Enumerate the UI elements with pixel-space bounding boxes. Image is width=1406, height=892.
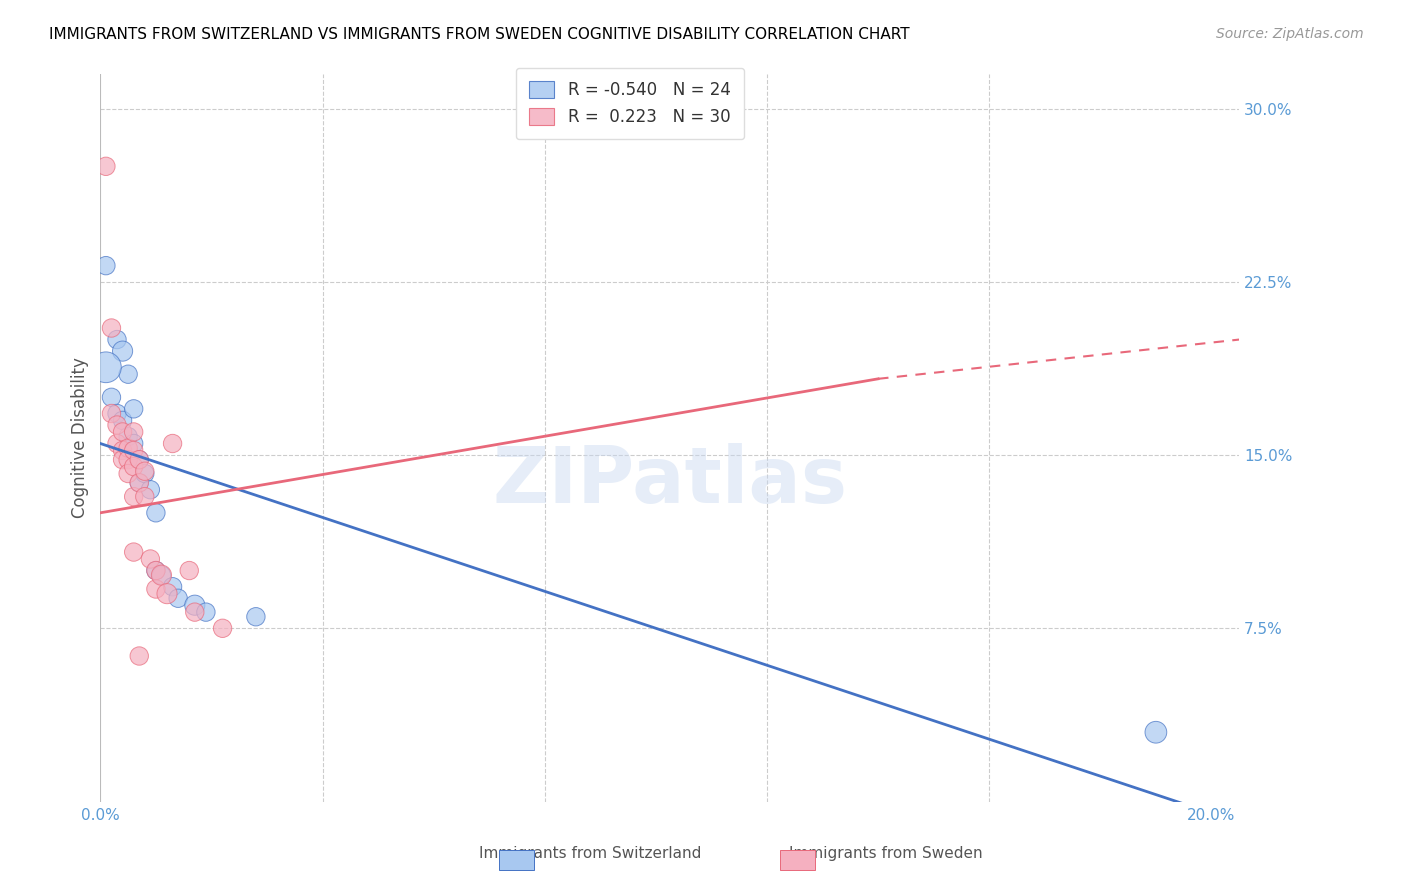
Point xyxy=(1144,725,1167,739)
Point xyxy=(105,436,128,450)
Point xyxy=(111,425,134,439)
Point xyxy=(128,648,150,663)
Point xyxy=(139,552,162,566)
Point xyxy=(122,490,145,504)
Text: IMMIGRANTS FROM SWITZERLAND VS IMMIGRANTS FROM SWEDEN COGNITIVE DISABILITY CORRE: IMMIGRANTS FROM SWITZERLAND VS IMMIGRANT… xyxy=(49,27,910,42)
Point xyxy=(111,443,134,458)
Text: Source: ZipAtlas.com: Source: ZipAtlas.com xyxy=(1216,27,1364,41)
Point xyxy=(111,452,134,467)
Point xyxy=(122,425,145,439)
Text: Immigrants from Sweden: Immigrants from Sweden xyxy=(789,846,983,861)
Point xyxy=(105,407,128,421)
Point xyxy=(117,452,139,467)
Point xyxy=(167,591,190,606)
Text: ZIPatlas: ZIPatlas xyxy=(492,443,848,519)
Point xyxy=(100,321,122,335)
Point xyxy=(105,333,128,347)
Point xyxy=(184,598,207,612)
Point xyxy=(100,407,122,421)
Point xyxy=(134,467,156,481)
Point xyxy=(111,413,134,427)
Point xyxy=(139,483,162,497)
Point xyxy=(145,564,167,578)
Point xyxy=(122,545,145,559)
Y-axis label: Cognitive Disability: Cognitive Disability xyxy=(72,358,89,518)
Point xyxy=(117,467,139,481)
Point xyxy=(179,564,201,578)
Point xyxy=(94,159,117,173)
Point xyxy=(94,360,117,375)
Point xyxy=(117,429,139,443)
Point xyxy=(150,568,173,582)
Point xyxy=(122,436,145,450)
Point xyxy=(156,587,179,601)
Point xyxy=(122,443,145,458)
Point xyxy=(184,605,207,619)
Point xyxy=(134,464,156,478)
Point xyxy=(128,475,150,490)
Point xyxy=(128,475,150,490)
Legend: R = -0.540   N = 24, R =  0.223   N = 30: R = -0.540 N = 24, R = 0.223 N = 30 xyxy=(516,68,744,139)
Point xyxy=(134,490,156,504)
Point xyxy=(128,452,150,467)
Point xyxy=(162,580,184,594)
Point xyxy=(117,368,139,382)
Point xyxy=(145,564,167,578)
Point xyxy=(245,609,267,624)
Point xyxy=(94,259,117,273)
Point xyxy=(194,605,217,619)
Point xyxy=(122,401,145,416)
Point xyxy=(105,417,128,432)
Point xyxy=(145,582,167,596)
Point xyxy=(128,452,150,467)
Point xyxy=(150,568,173,582)
Point xyxy=(145,506,167,520)
Point xyxy=(117,441,139,455)
Point xyxy=(122,459,145,474)
Point xyxy=(111,344,134,359)
Point xyxy=(211,621,233,635)
Point xyxy=(100,390,122,404)
Text: Immigrants from Switzerland: Immigrants from Switzerland xyxy=(479,846,702,861)
Point xyxy=(162,436,184,450)
